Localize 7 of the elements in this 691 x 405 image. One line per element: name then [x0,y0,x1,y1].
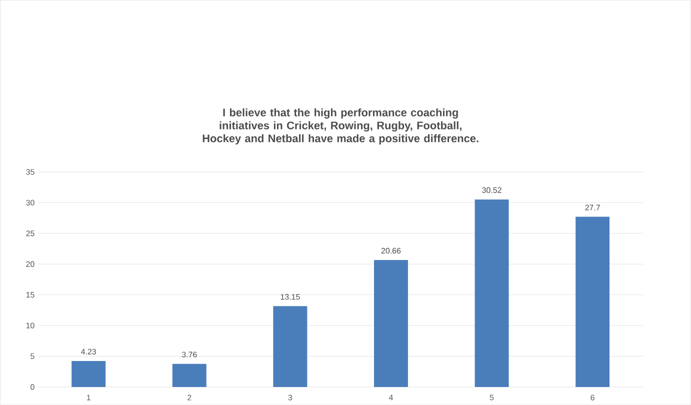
chart-title: I believe that the high performance coaching initiatives in Cricket, Rowing, Rugby, Football, Hockey and Netball have made a positive difference. [202,108,478,144]
bar [374,260,408,387]
bar [273,306,308,387]
bar [576,216,610,387]
bar [474,199,509,387]
bar [172,364,206,387]
bar [72,360,106,387]
